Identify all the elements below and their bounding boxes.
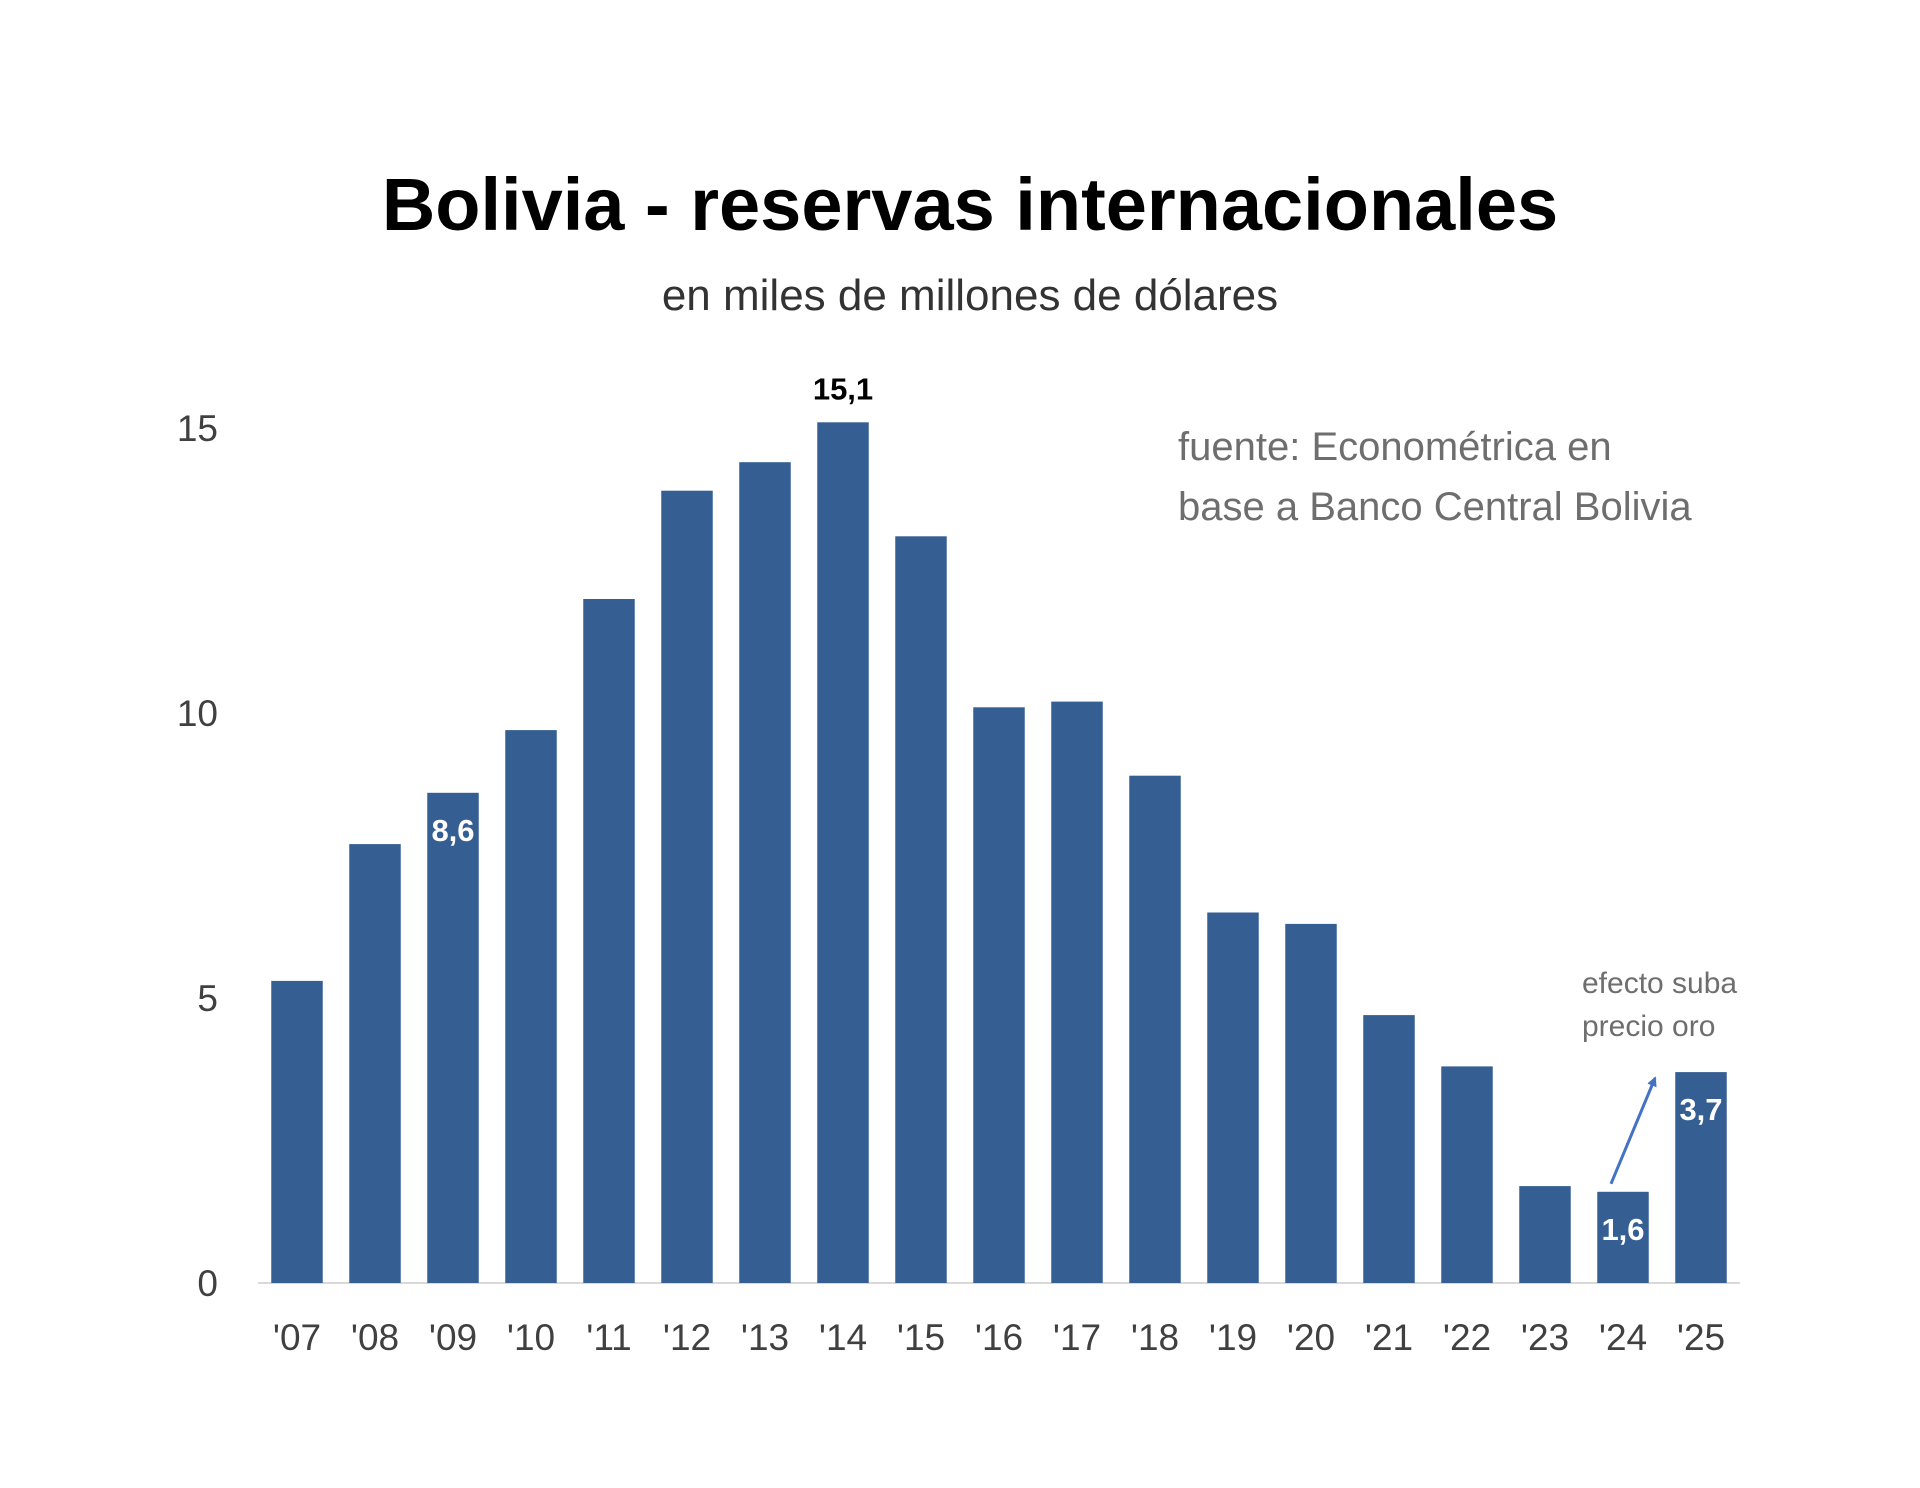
x-tick-label: '25: [1677, 1317, 1725, 1358]
data-label: 8,6: [431, 813, 474, 848]
x-tick-label: '21: [1365, 1317, 1413, 1358]
x-tick-label: '18: [1131, 1317, 1179, 1358]
x-tick-label: '12: [663, 1317, 711, 1358]
y-tick-label: 15: [177, 408, 218, 449]
bars: [271, 422, 1727, 1283]
bar: [427, 792, 479, 1283]
bar: [817, 422, 869, 1283]
bar: [1129, 775, 1181, 1283]
bar: [505, 730, 557, 1283]
annotation-line-1: efecto suba: [1582, 967, 1737, 1000]
bar: [583, 599, 635, 1283]
source-line-1: fuente: Econométrica en: [1178, 425, 1612, 469]
bar: [895, 536, 947, 1283]
x-tick-label: '15: [897, 1317, 945, 1358]
bar: [1207, 912, 1259, 1283]
source-note: fuente: Econométrica en base a Banco Cen…: [1178, 425, 1692, 529]
x-tick-label: '09: [429, 1317, 477, 1358]
bar: [661, 490, 713, 1283]
x-tick-label: '16: [975, 1317, 1023, 1358]
bar: [1597, 1191, 1649, 1283]
annotation: efecto suba precio oro: [1582, 967, 1737, 1185]
data-labels: 8,6 15,1 1,6 3,7: [431, 371, 1722, 1247]
x-tick-label: '23: [1521, 1317, 1569, 1358]
x-tick-label: '14: [819, 1317, 867, 1358]
y-tick-label: 5: [197, 978, 218, 1019]
annotation-line-2: precio oro: [1582, 1010, 1715, 1043]
y-tick-label: 10: [177, 693, 218, 734]
chart-title: Bolivia - reservas internacionales: [382, 163, 1558, 246]
bar: [973, 707, 1025, 1283]
bar: [271, 980, 323, 1283]
x-tick-label: '07: [273, 1317, 321, 1358]
bar: [1519, 1186, 1571, 1283]
annotation-arrow: [1609, 1076, 1657, 1185]
y-axis: 0 5 10 15: [177, 408, 218, 1304]
x-tick-label: '13: [741, 1317, 789, 1358]
bar: [1285, 923, 1337, 1283]
source-line-2: base a Banco Central Bolivia: [1178, 485, 1692, 529]
bar: [1441, 1066, 1493, 1283]
bar: [1051, 701, 1103, 1283]
bar: [349, 844, 401, 1283]
x-tick-label: '24: [1599, 1317, 1647, 1358]
bar: [1363, 1015, 1415, 1283]
bar: [1675, 1072, 1727, 1283]
y-tick-label: 0: [197, 1263, 218, 1304]
data-label: 15,1: [813, 371, 873, 406]
bar: [739, 462, 791, 1283]
x-tick-label: '11: [586, 1317, 631, 1358]
data-label: 3,7: [1679, 1092, 1722, 1127]
x-tick-label: '19: [1209, 1317, 1257, 1358]
x-tick-label: '20: [1287, 1317, 1335, 1358]
chart-subtitle: en miles de millones de dólares: [662, 271, 1278, 320]
x-tick-label: '10: [507, 1317, 555, 1358]
x-tick-label: '08: [351, 1317, 399, 1358]
data-label: 1,6: [1601, 1212, 1644, 1247]
x-tick-label: '22: [1443, 1317, 1491, 1358]
x-tick-label: '17: [1053, 1317, 1101, 1358]
x-axis: '07 '08 '09 '10 '11 '12 '13 '14 '15 '16 '17 '18 '19 '…: [258, 1282, 1740, 1358]
